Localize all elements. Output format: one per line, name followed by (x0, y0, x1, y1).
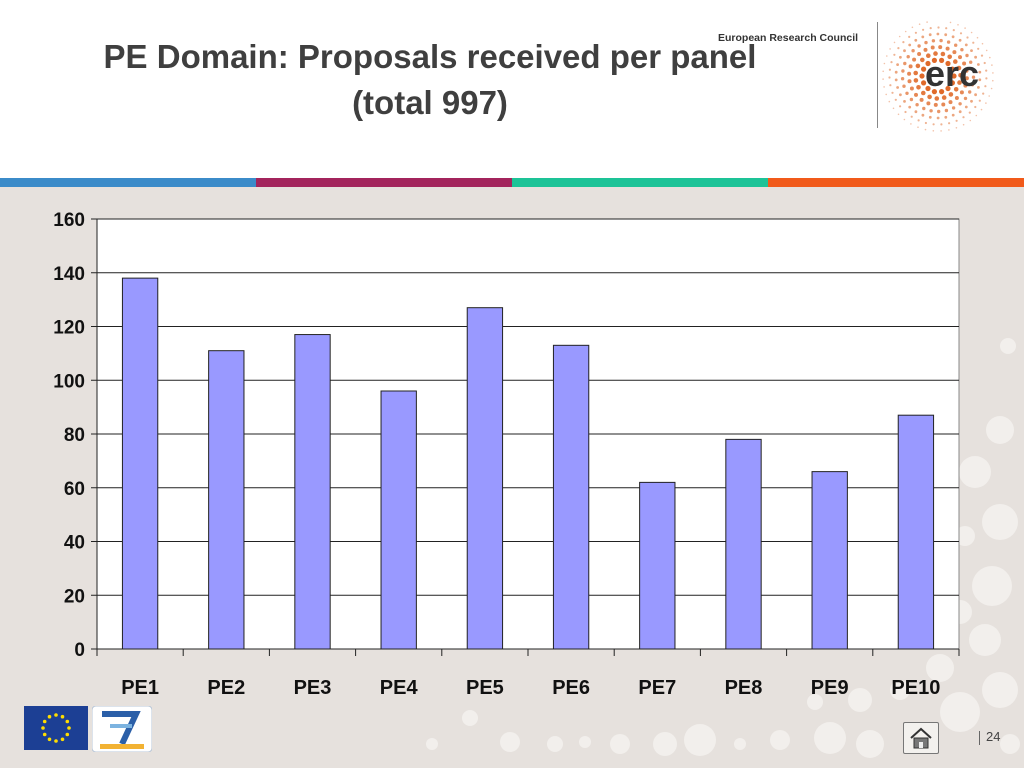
y-tick-label: 40 (64, 533, 85, 554)
x-tick-label: PE5 (466, 677, 504, 699)
erc-logo-icon: erc (882, 21, 994, 132)
x-tick-label: PE10 (891, 677, 940, 699)
x-tick-label: PE7 (638, 677, 676, 699)
y-tick-label: 100 (53, 371, 85, 392)
bar-chart: 0 20 40 60 80 100 120 140 160 PE1 PE2 PE3 PE4 PE5 PE6… (53, 210, 960, 699)
color-stripes (0, 178, 1024, 187)
y-tick-label: 0 (74, 640, 85, 661)
bar-pe5 (466, 307, 504, 650)
bar-pe1 (121, 277, 159, 650)
y-tick-label: 140 (53, 264, 85, 285)
x-tick-label: PE8 (725, 677, 763, 699)
bar-pe9 (811, 471, 848, 650)
bar-pe2 (208, 350, 245, 650)
x-tick-label: PE9 (811, 677, 849, 699)
page-number: 24 (979, 729, 1000, 745)
bar-pe6 (552, 344, 590, 650)
home-button[interactable] (903, 722, 939, 754)
title-line-2: (total 997) (352, 84, 508, 121)
y-tick-label: 160 (53, 210, 85, 231)
council-name: European Research Council (718, 32, 859, 44)
x-tick-label: PE6 (552, 677, 590, 699)
title-line-1: PE Domain: Proposals received per panel (103, 38, 757, 75)
bar-pe10 (897, 414, 935, 650)
erc-logo-text: erc (925, 53, 979, 94)
x-tick-label: PE1 (121, 677, 159, 699)
page-title: PE Domain: Proposals received per panel … (40, 34, 820, 126)
y-tick-label: 20 (64, 586, 85, 607)
bar-pe8 (725, 438, 762, 650)
y-tick-label: 60 (64, 479, 85, 500)
x-tick-label: PE2 (207, 677, 245, 699)
x-tick-label: PE3 (294, 677, 332, 699)
slide-header: PE Domain: Proposals received per panel … (0, 0, 1024, 178)
stripe-magenta (256, 178, 512, 187)
fp7-ideas-icon (92, 706, 152, 752)
bar-pe3 (294, 334, 331, 650)
stripe-orange (768, 178, 1024, 187)
stripe-blue (0, 178, 256, 187)
x-tick-label: PE4 (380, 677, 419, 699)
stripe-teal (512, 178, 768, 187)
y-tick-label: 120 (53, 318, 85, 339)
bar-pe7 (639, 481, 676, 650)
y-tick-label: 80 (64, 425, 85, 446)
page-number-text: 24 (986, 729, 1001, 744)
logo-divider (877, 22, 878, 128)
home-icon (910, 727, 932, 749)
eu-flag-icon (24, 706, 88, 750)
bar-pe4 (380, 390, 417, 650)
page-number-divider (979, 730, 980, 745)
